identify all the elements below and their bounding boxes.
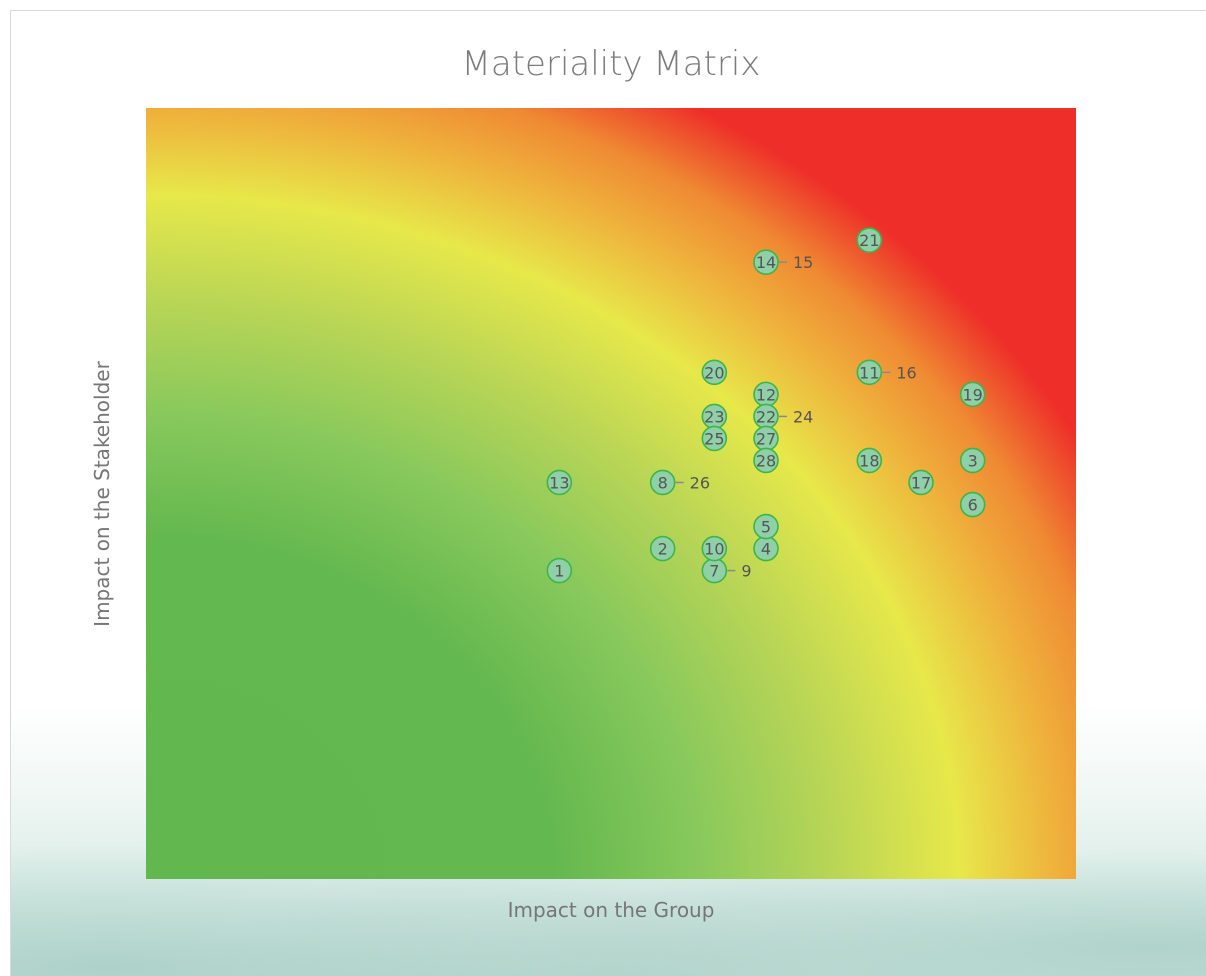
data-point-6: [959, 491, 986, 518]
point-label-14: 14: [756, 253, 776, 272]
data-point-13: [546, 469, 573, 496]
data-point-19: [959, 381, 986, 408]
data-point-8: [649, 469, 676, 496]
point-label-6: 6: [968, 496, 978, 515]
x-axis-label: Impact on the Group: [507, 898, 715, 922]
point-label-4: 4: [761, 540, 771, 559]
point-label-16: 16: [896, 363, 916, 382]
point-label-13: 13: [549, 473, 569, 492]
point-label-9: 9: [741, 562, 751, 581]
chart-title: Materiality Matrix: [461, 44, 761, 84]
point-label-26: 26: [690, 473, 710, 492]
data-point-28: [753, 447, 779, 474]
data-point-20: [701, 359, 728, 386]
point-label-8: 8: [658, 473, 668, 492]
point-label-18: 18: [859, 451, 879, 470]
data-point-17: [908, 469, 934, 496]
data-point-25: [701, 425, 728, 452]
data-point-11: [856, 359, 883, 386]
data-point-18: [856, 447, 883, 474]
point-label-11: 11: [859, 363, 879, 382]
data-point-2: [649, 535, 676, 562]
point-label-10: 10: [704, 540, 724, 559]
data-point-10: [701, 535, 728, 562]
data-point-5: [753, 513, 779, 540]
point-label-25: 25: [704, 429, 724, 448]
point-label-28: 28: [756, 451, 776, 470]
point-label-5: 5: [761, 518, 771, 537]
point-label-17: 17: [911, 473, 931, 492]
data-point-14: [753, 249, 779, 276]
data-point-1: [546, 557, 573, 584]
point-label-21: 21: [859, 231, 879, 250]
point-label-23: 23: [704, 407, 724, 426]
point-label-2: 2: [658, 540, 668, 559]
point-label-12: 12: [756, 385, 776, 404]
point-label-24: 24: [793, 407, 813, 426]
point-label-27: 27: [756, 429, 776, 448]
point-label-3: 3: [968, 451, 978, 470]
point-label-7: 7: [709, 562, 719, 581]
point-label-20: 20: [704, 363, 724, 382]
data-point-21: [856, 227, 883, 253]
data-point-3: [959, 447, 986, 474]
point-label-19: 19: [962, 385, 982, 404]
point-label-1: 1: [554, 562, 564, 581]
point-label-15: 15: [793, 253, 813, 272]
point-label-22: 22: [756, 407, 776, 426]
